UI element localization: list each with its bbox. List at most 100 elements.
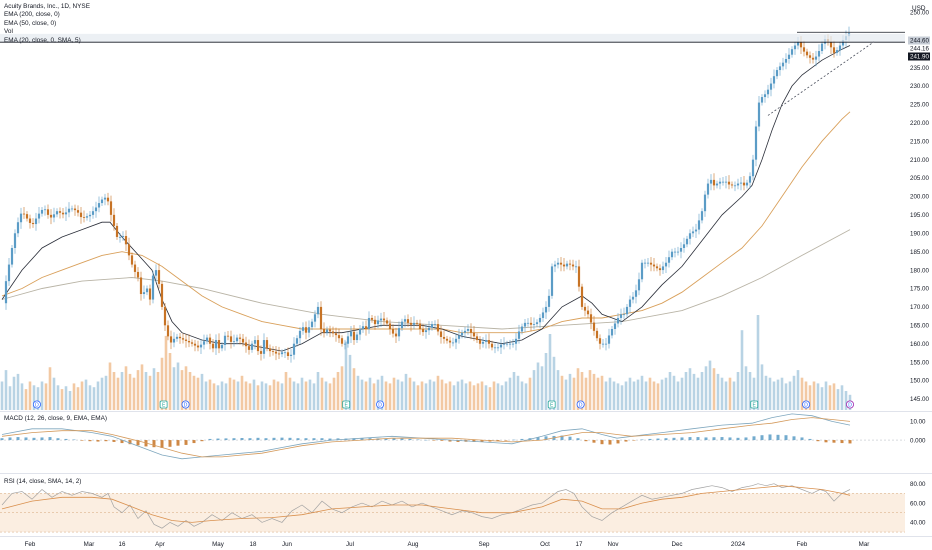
candle-body	[523, 322, 527, 327]
candle-body	[418, 323, 422, 329]
candle-body	[421, 329, 425, 333]
volume-bar	[556, 370, 560, 410]
candle-body	[124, 236, 128, 245]
candle-body	[784, 59, 788, 63]
volume-bar	[576, 368, 580, 410]
volume-bar	[608, 377, 612, 410]
volume-bar	[724, 381, 728, 410]
candle-body	[226, 335, 230, 337]
volume-bar	[164, 335, 168, 410]
candle-body	[397, 328, 401, 337]
macd-histogram-bar	[384, 438, 388, 441]
candle-body	[448, 340, 452, 343]
candle-body	[409, 322, 413, 325]
candle-body	[481, 341, 485, 344]
candle-body	[274, 351, 278, 354]
candle-body	[139, 277, 143, 295]
candle-body	[595, 330, 599, 339]
candle-body	[340, 338, 344, 344]
volume-bar	[828, 385, 832, 410]
volume-bar	[408, 377, 412, 410]
macd-histogram-bar	[168, 440, 172, 447]
candle-body	[667, 257, 671, 263]
candle-body	[25, 214, 29, 219]
volume-bar	[464, 383, 468, 410]
candle-body	[229, 336, 233, 342]
candle-body	[115, 225, 119, 237]
candle-body	[157, 270, 161, 284]
candle-body	[547, 295, 551, 307]
candle-body	[52, 214, 56, 218]
dividend-marker	[576, 400, 585, 409]
candle-body	[442, 336, 446, 339]
legend-vol: Vol	[4, 28, 13, 36]
volume-bar	[368, 377, 372, 410]
candle-body	[652, 264, 656, 267]
time-tick-label: Jul	[346, 541, 354, 548]
volume-bar	[388, 383, 392, 410]
macd-histogram-bar	[288, 437, 292, 441]
macd-histogram-bar	[832, 440, 836, 443]
candle-body	[313, 314, 317, 322]
volume-bar	[152, 368, 156, 410]
candle-body	[184, 339, 188, 341]
volume-bar	[696, 377, 700, 410]
candle-body	[535, 322, 539, 325]
volume-bar	[716, 373, 720, 410]
legend-ema20: EMA (20, close, 0, SMA, 5)	[4, 36, 81, 44]
candle-body	[292, 343, 296, 355]
volume-bar	[640, 375, 644, 410]
candle-body	[295, 338, 299, 344]
macd-histogram-bar	[72, 439, 76, 441]
candle-body	[430, 324, 434, 328]
volume-bar	[476, 383, 480, 410]
volume-bar	[172, 367, 176, 410]
time-tick-label: Jun	[282, 541, 293, 548]
candle-body	[28, 218, 32, 223]
volume-bar	[432, 381, 436, 410]
volume-bar	[528, 377, 532, 410]
volume-bar	[192, 375, 196, 410]
candle-body	[19, 213, 23, 223]
volume-bar	[196, 377, 200, 410]
macd-histogram-bar	[128, 440, 132, 445]
candle-body	[484, 340, 488, 342]
candle-body	[280, 352, 284, 355]
event-marker-label: E	[753, 403, 757, 409]
macd-histogram-bar	[216, 438, 220, 441]
candle-body	[256, 340, 260, 352]
candle-body	[601, 343, 605, 345]
volume-bar	[728, 377, 732, 410]
volume-bar	[584, 377, 588, 410]
volume-bar	[820, 387, 824, 410]
candle-body	[556, 262, 560, 265]
candle-body	[403, 319, 407, 322]
candle-body	[346, 336, 350, 344]
candle-body	[619, 314, 623, 318]
candle-body	[94, 207, 98, 212]
macd-histogram-bar	[456, 440, 460, 442]
volume-bar	[36, 387, 40, 410]
volume-bar	[224, 383, 228, 410]
volume-bar	[524, 383, 528, 410]
event-marker-label: D	[804, 403, 808, 409]
candle-body	[682, 244, 686, 248]
candle-body	[76, 210, 80, 213]
volume-bar	[268, 385, 272, 410]
candle-body	[163, 306, 167, 326]
candle-body	[730, 184, 734, 186]
volume-bar	[600, 375, 604, 410]
candle-body	[109, 201, 113, 215]
price-tick-label: 215.00	[910, 138, 929, 145]
candle-body	[112, 214, 116, 226]
volume-bar	[496, 383, 500, 410]
volume-bar	[784, 383, 788, 410]
volume-bar	[672, 375, 676, 410]
volume-bar	[692, 373, 696, 410]
candle-body	[592, 322, 596, 331]
price-tick-label: 235.00	[910, 65, 929, 72]
volume-bar	[760, 364, 764, 410]
volume-bar	[688, 368, 692, 410]
macd-histogram-bar	[0, 438, 4, 441]
time-tick-label: 18	[250, 541, 257, 548]
